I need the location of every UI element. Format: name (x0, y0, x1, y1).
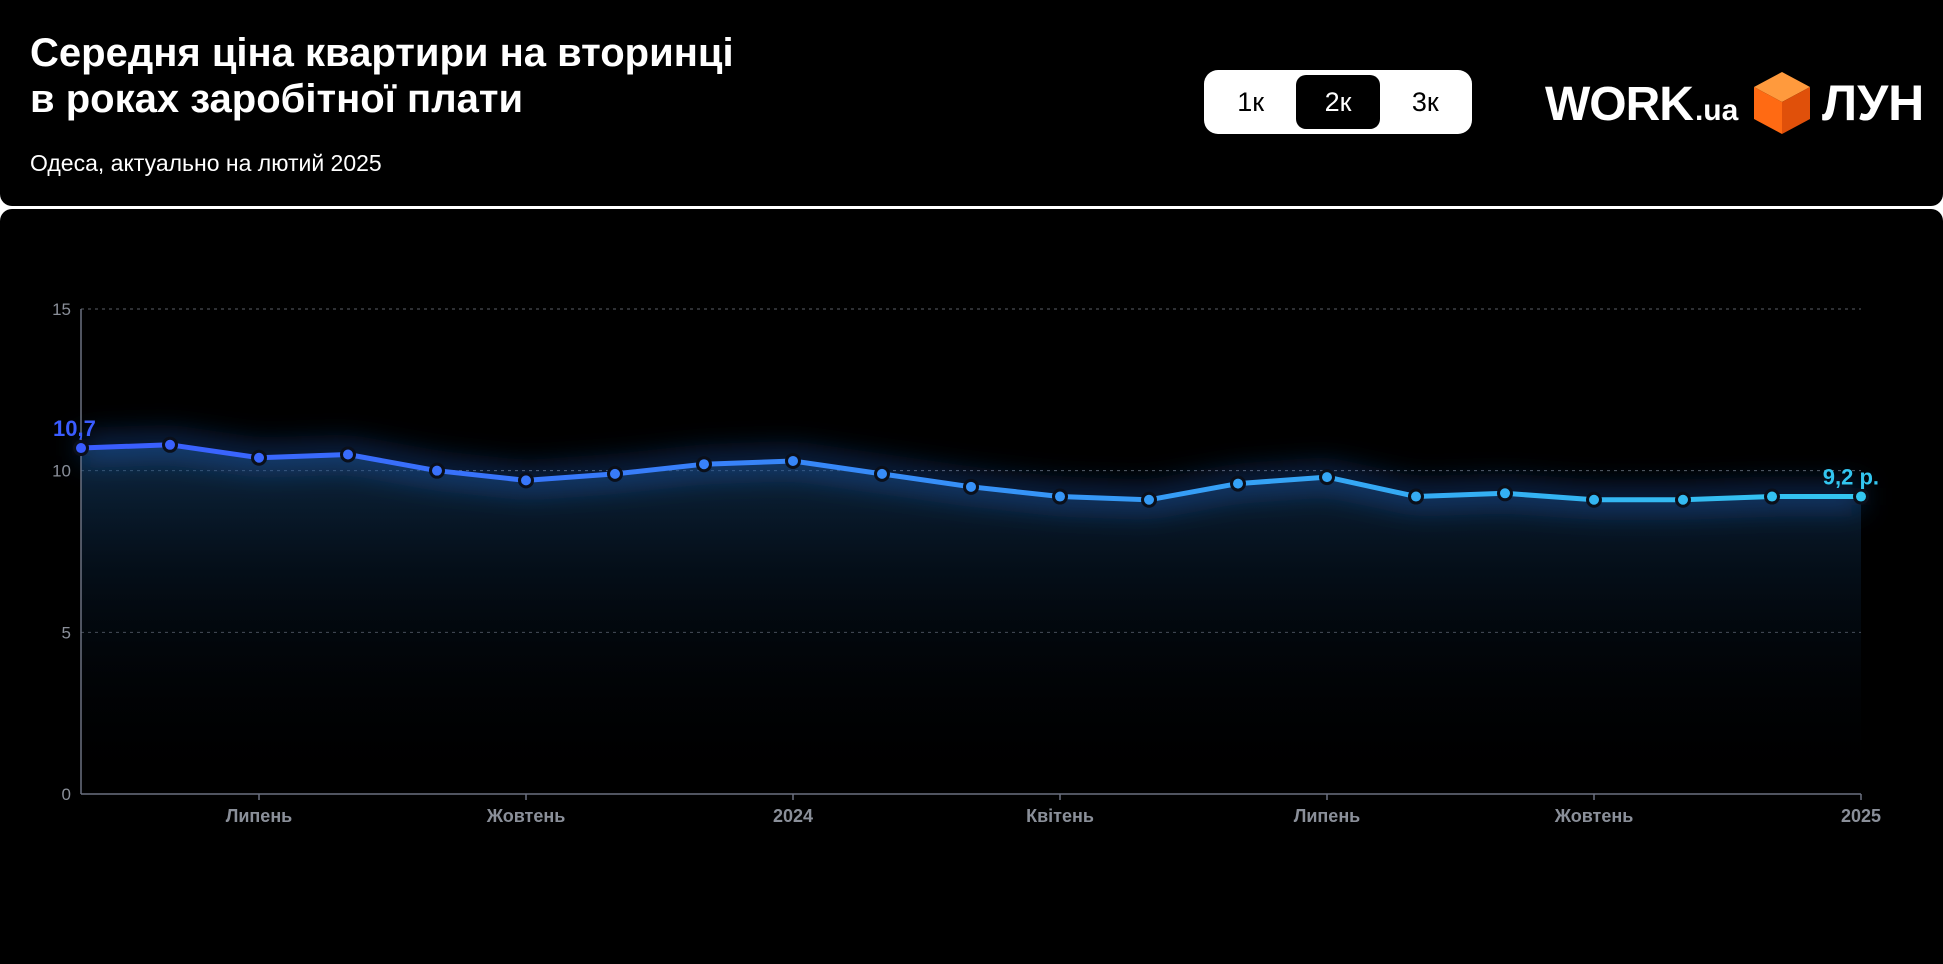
toggle-option-1k[interactable]: 1к (1237, 86, 1265, 117)
data-point[interactable] (429, 462, 445, 479)
data-point[interactable] (518, 472, 534, 489)
data-point[interactable] (1853, 488, 1869, 505)
subtitle: Одеса, актуально на лютий 2025 (30, 150, 382, 176)
chart-panel: 0 5 10 15 Липень Жовтень 2024 Квітень Липень Жовт… (0, 209, 1943, 964)
end-value-label: 9,2 р. (1823, 465, 1879, 490)
work-logo-ext: .ua (1694, 94, 1739, 127)
data-point[interactable] (162, 436, 178, 453)
lun-logo-text: ЛУН (1822, 75, 1925, 131)
x-tick-label: 2025 (1841, 806, 1881, 826)
area-fill (81, 444, 1861, 794)
y-tick-label: 0 (62, 785, 71, 804)
data-point[interactable] (251, 449, 267, 466)
y-tick-label: 15 (52, 300, 71, 319)
data-point[interactable] (963, 478, 979, 495)
x-tick-label: Жовтень (486, 806, 566, 826)
data-point[interactable] (1319, 469, 1335, 486)
data-point[interactable] (1497, 485, 1513, 502)
work-logo-main: WORK (1545, 78, 1694, 131)
start-value-label: 10,7 (53, 416, 96, 441)
title-line-1: Середня ціна квартири на вторинці (30, 31, 734, 75)
y-tick-label: 10 (52, 462, 71, 481)
data-point[interactable] (696, 456, 712, 473)
work-ua-logo[interactable]: WORK .ua (1545, 78, 1739, 131)
data-point[interactable] (1764, 488, 1780, 505)
toggle-option-3k[interactable]: 3к (1411, 86, 1439, 117)
x-tick-label: Липень (226, 806, 293, 826)
data-point[interactable] (1141, 491, 1157, 508)
page-title: Середня ціна квартири на вторинці в рока… (30, 30, 930, 122)
data-point[interactable] (785, 452, 801, 469)
room-count-toggle[interactable]: 1к 2к 3к (1204, 70, 1472, 134)
data-point[interactable] (1586, 491, 1602, 508)
data-point[interactable] (1230, 475, 1246, 492)
x-tick-label: Липень (1294, 806, 1361, 826)
x-tick-label: Квітень (1026, 806, 1094, 826)
data-point[interactable] (607, 465, 623, 482)
toggle-option-2k[interactable]: 2к (1296, 75, 1380, 129)
data-point[interactable] (1408, 488, 1424, 505)
data-point[interactable] (73, 440, 89, 457)
x-tick-label: 2024 (773, 806, 813, 826)
data-point[interactable] (874, 465, 890, 482)
x-tick-label: Жовтень (1554, 806, 1634, 826)
data-point[interactable] (340, 446, 356, 463)
y-tick-label: 5 (62, 623, 71, 642)
header-panel: Середня ціна квартири на вторинці в рока… (0, 0, 1943, 206)
orange-cube-icon (1754, 72, 1810, 134)
line-chart: 0 5 10 15 Липень Жовтень 2024 Квітень Липень Жовт… (52, 300, 1881, 826)
data-point[interactable] (1675, 491, 1691, 508)
title-line-2: в роках заробітної плати (30, 77, 524, 121)
data-point[interactable] (1052, 488, 1068, 505)
